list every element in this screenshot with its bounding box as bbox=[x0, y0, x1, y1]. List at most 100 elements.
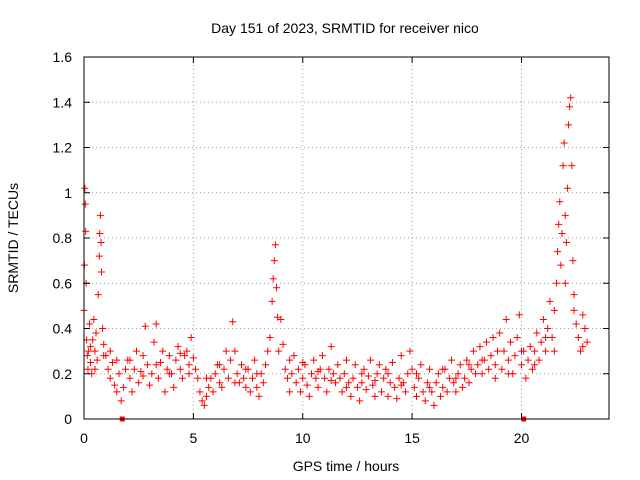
data-point bbox=[286, 356, 294, 364]
data-point bbox=[485, 365, 493, 373]
data-point bbox=[259, 379, 267, 387]
data-point bbox=[386, 379, 394, 387]
y-axis-label: SRMTID / TECUs bbox=[5, 183, 21, 293]
data-point bbox=[463, 356, 471, 364]
data-point bbox=[491, 374, 499, 382]
data-point bbox=[526, 343, 534, 351]
data-point bbox=[146, 381, 154, 389]
data-point bbox=[579, 343, 587, 351]
data-point bbox=[553, 279, 560, 287]
data-point bbox=[269, 275, 277, 283]
data-point bbox=[537, 338, 545, 346]
data-point bbox=[242, 383, 250, 391]
data-point bbox=[430, 401, 438, 409]
data-point bbox=[434, 370, 442, 378]
data-point bbox=[437, 392, 445, 400]
data-point bbox=[246, 388, 254, 396]
data-point bbox=[96, 211, 104, 219]
data-point bbox=[152, 361, 160, 369]
data-point bbox=[163, 365, 171, 373]
data-point bbox=[408, 365, 416, 373]
data-point bbox=[150, 338, 158, 346]
data-point bbox=[283, 374, 291, 382]
data-point bbox=[133, 347, 140, 355]
data-point bbox=[397, 381, 405, 389]
data-point bbox=[185, 370, 193, 378]
data-point bbox=[288, 370, 296, 378]
data-point bbox=[332, 379, 340, 387]
data-point bbox=[452, 374, 460, 382]
data-point bbox=[205, 383, 213, 391]
data-point bbox=[415, 374, 423, 382]
data-point bbox=[421, 397, 429, 405]
data-point bbox=[417, 361, 425, 369]
data-point bbox=[469, 347, 477, 355]
data-point bbox=[428, 388, 436, 396]
data-point bbox=[546, 297, 554, 305]
data-point bbox=[216, 361, 224, 369]
data-point bbox=[562, 239, 570, 247]
data-point bbox=[565, 121, 573, 129]
data-point bbox=[111, 381, 119, 389]
data-point bbox=[432, 379, 440, 387]
data-point bbox=[159, 347, 167, 355]
data-point bbox=[474, 361, 482, 369]
y-tick-label: 0.2 bbox=[53, 366, 73, 382]
data-point bbox=[550, 306, 558, 314]
data-point bbox=[570, 291, 578, 299]
data-point bbox=[108, 358, 116, 366]
data-point bbox=[450, 379, 458, 387]
data-point bbox=[106, 347, 114, 355]
data-point bbox=[154, 374, 162, 382]
data-point bbox=[487, 352, 495, 360]
x-tick-label: 5 bbox=[189, 430, 197, 446]
data-point bbox=[524, 356, 532, 364]
data-point bbox=[561, 211, 569, 219]
data-point bbox=[555, 220, 563, 228]
data-point bbox=[439, 365, 447, 373]
data-point bbox=[513, 334, 521, 342]
data-point bbox=[174, 343, 182, 351]
data-point bbox=[413, 392, 420, 400]
data-point bbox=[568, 162, 576, 170]
data-point bbox=[310, 356, 318, 364]
data-point bbox=[305, 392, 313, 400]
data-point bbox=[577, 347, 585, 355]
data-point bbox=[572, 320, 580, 328]
data-point bbox=[181, 352, 189, 360]
data-point bbox=[388, 358, 396, 366]
data-point bbox=[371, 377, 379, 385]
x-tick-label: 0 bbox=[80, 430, 88, 446]
data-point bbox=[89, 336, 97, 344]
data-point bbox=[544, 325, 552, 332]
y-tick-label: 0.6 bbox=[53, 275, 73, 291]
data-point bbox=[104, 365, 112, 373]
data-point bbox=[542, 347, 550, 355]
data-point bbox=[356, 397, 364, 405]
data-point bbox=[100, 340, 108, 348]
data-point bbox=[292, 379, 300, 387]
data-point bbox=[126, 374, 134, 382]
data-point bbox=[395, 374, 403, 382]
data-point bbox=[139, 372, 147, 380]
data-point bbox=[218, 383, 226, 391]
data-point bbox=[297, 388, 305, 396]
y-tick-label: 1.2 bbox=[53, 140, 73, 156]
data-points bbox=[80, 94, 591, 409]
data-point bbox=[531, 347, 539, 355]
data-point bbox=[327, 377, 335, 385]
y-tick-label: 1.6 bbox=[53, 49, 73, 65]
data-point bbox=[563, 184, 571, 192]
x-axis-label: GPS time / hours bbox=[293, 458, 400, 474]
y-tick-label: 1.4 bbox=[53, 94, 73, 110]
data-point bbox=[176, 349, 184, 357]
data-point bbox=[454, 370, 462, 378]
data-point bbox=[338, 388, 346, 396]
data-point bbox=[491, 361, 499, 369]
data-point bbox=[137, 367, 145, 375]
data-point bbox=[443, 388, 451, 396]
data-point bbox=[270, 257, 278, 265]
data-point bbox=[92, 329, 100, 337]
